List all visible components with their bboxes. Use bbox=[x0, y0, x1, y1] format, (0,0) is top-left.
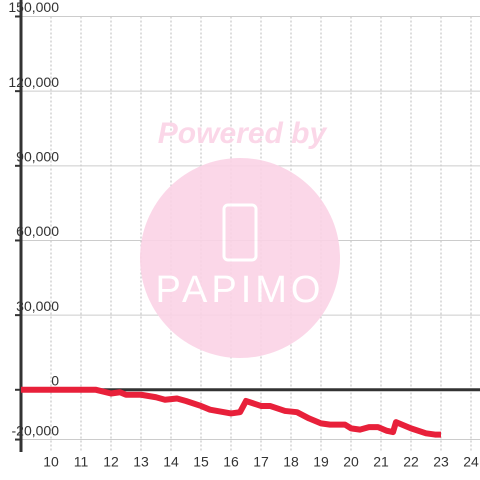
x-tick-label: 12 bbox=[103, 454, 119, 470]
x-tick-label: 22 bbox=[403, 454, 419, 470]
x-tick-label: 16 bbox=[223, 454, 239, 470]
x-tick-label: 15 bbox=[193, 454, 209, 470]
x-tick-label: 21 bbox=[373, 454, 389, 470]
y-tick-label: 150,000 bbox=[8, 0, 59, 15]
watermark-text: Powered by bbox=[158, 117, 328, 150]
y-tick-label: 0 bbox=[51, 372, 59, 388]
y-tick-label: 30,000 bbox=[16, 298, 59, 314]
y-tick-label: 90,000 bbox=[16, 149, 59, 165]
x-tick-label: 14 bbox=[163, 454, 179, 470]
x-tick-label: 24 bbox=[463, 454, 479, 470]
x-tick-label: 23 bbox=[433, 454, 449, 470]
x-tick-label: 11 bbox=[74, 454, 89, 470]
x-tick-label: 10 bbox=[43, 454, 59, 470]
line bbox=[21, 386, 441, 438]
x-tick-label: 20 bbox=[343, 454, 359, 470]
x-tick-label: 13 bbox=[133, 454, 149, 470]
y-tick-label: 60,000 bbox=[16, 223, 59, 239]
x-tick-label: 18 bbox=[283, 454, 299, 470]
x-tick-label: 17 bbox=[253, 454, 269, 470]
watermark-circle bbox=[140, 158, 340, 358]
x-tick-label: 19 bbox=[313, 454, 329, 470]
y-tick-label: 120,000 bbox=[8, 74, 59, 90]
watermark: Powered by PAPIMO bbox=[140, 117, 340, 358]
watermark-logo: PAPIMO bbox=[156, 269, 325, 311]
y-tick-label: -20,000 bbox=[12, 422, 60, 438]
watermark-phone bbox=[222, 203, 258, 262]
